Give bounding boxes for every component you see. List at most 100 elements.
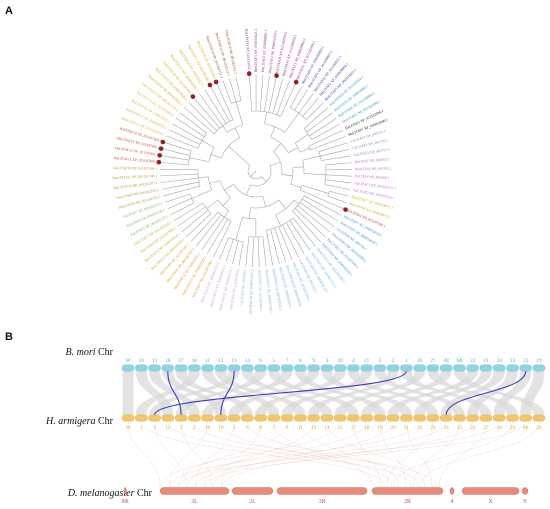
tree-branch [177,198,192,205]
synteny-links [122,371,545,488]
tree-branch [177,211,200,227]
tree-branch [303,123,311,129]
tree-branch [289,100,295,108]
harmigera-chromosome-label: 29 [510,425,516,431]
bmori-chromosome-label: 5 [273,358,276,364]
tree-branch [198,176,209,179]
tree-branch [167,204,178,209]
tree-branch [221,116,227,124]
tree-branch [270,77,277,105]
bmori-chromosome-label: 22 [470,358,476,364]
synteny-line-dmel [412,420,460,488]
tree-marker [246,71,252,77]
tree-branch [160,162,181,165]
bmori-chromosome [201,364,214,372]
highlight-link [445,370,527,416]
tree-branch [258,251,260,267]
tree-branch [184,107,209,129]
bmori-species-label: B. mori Chr [66,347,114,358]
tree-branch [293,200,300,205]
bmori-chromosome-label: 23 [510,358,516,364]
tree-branch [294,97,303,111]
synteny-ribbon [440,371,505,415]
tree-marker [274,73,279,78]
tree-branch [169,129,187,139]
bmori-chromosome-label: 17 [178,358,184,364]
dmel-name: D. melanogaster [67,488,135,499]
harmigera-chromosome [453,414,466,422]
harmigera-chromosome-label: 9 [286,425,289,431]
dmel-suffix: Chr [135,488,153,499]
tree-branch [269,161,281,167]
bmori-chromosome [188,364,201,372]
tree-branch [234,127,240,138]
synteny-ribbon [361,371,452,415]
tree-branch [333,162,352,165]
tree-branch [318,112,333,124]
harmigera-chromosome-label: 21 [404,425,410,431]
tree-branch [219,251,224,260]
bmori-chromosome [479,364,493,372]
bmori-chromosome [320,364,334,372]
highlight-links [153,370,527,416]
bmori-chromosome [386,364,400,372]
tree-branch [189,157,209,162]
bmori-chromosome-label: 18 [192,358,198,364]
tree-leaf-label: HaLITAF5 XP_021187394.1 [258,270,263,312]
tree-branch [290,183,302,188]
tree-branch [327,195,342,202]
tree-branch [234,240,239,256]
tree-branch [247,236,250,252]
harmigera-chromosome [294,414,307,422]
tree-backbone-arc [264,123,285,133]
tree-branch [270,126,276,138]
synteny-ribbon [135,371,200,415]
bmori-chromosome [241,364,254,372]
tree-branch [162,148,183,154]
tree-branch [295,133,309,144]
bmori-chromosome [121,364,135,372]
bmori-chromosome-label: 4 [352,358,355,364]
synteny-line-dmel [160,420,341,488]
tree-branch [236,153,246,162]
tree-branch [298,232,311,251]
tree-branch [227,221,232,229]
harmigera-chromosome [532,414,546,422]
tree-leaf-label: DmLITAF10 NP_001262107.1 [113,181,158,190]
bmori-chromosome-label: 11 [205,358,210,364]
tree-branch [275,214,281,226]
bmori-chromosome [214,364,227,372]
tree-branch [193,97,215,123]
tree-branch [300,147,310,153]
tree-branch [306,122,319,133]
tree-branch [311,132,326,140]
bmori-chromosome [267,364,281,372]
tree-branch [238,249,243,266]
tree-branch [222,80,229,96]
harmigera-chromosome-label: 27 [483,425,489,431]
harmigera-chromosome-label: 7 [273,425,276,431]
dmel-chromosome-label: 2R [404,499,411,505]
bmori-chromosome-label: 12 [218,358,224,364]
synteny-line-dmel [168,420,208,488]
synteny-line-dmel [220,420,393,488]
tree-branch [198,93,215,114]
tree-branch [210,154,222,159]
bmori-chromosome-label: 9 [312,358,315,364]
synteny-line-dmel [247,420,419,488]
tree-branch [324,123,340,133]
tree-branch [222,197,231,206]
tree-branch [216,83,231,113]
tree-branch [276,78,284,100]
tree-branch [222,108,230,122]
harmigera-chromosome [506,414,519,422]
bmori-chromosome-label: 21 [483,358,489,364]
harmigera-chromosome-label: 22 [417,425,423,431]
synteny-ribbon [374,371,465,415]
tree-branch [297,224,316,247]
tree-branch [309,107,329,124]
bmori-chromosome [280,364,294,372]
panel-label-b: B [5,331,13,343]
tree-branch [228,145,237,154]
synteny-ribbon [202,371,293,415]
